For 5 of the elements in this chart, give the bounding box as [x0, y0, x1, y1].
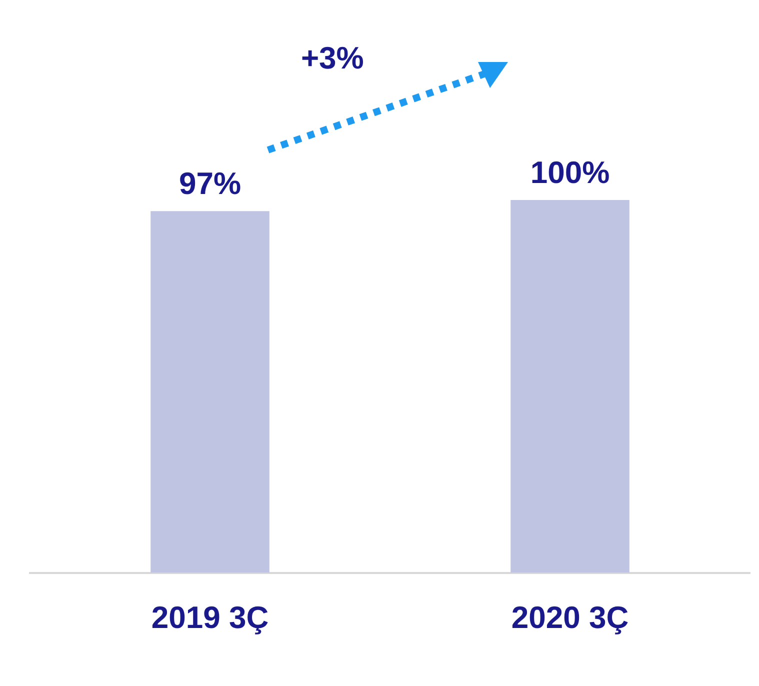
x-tick-label: 2019 3Ç	[151, 600, 269, 635]
data-label: 97%	[178, 166, 242, 202]
x-tick-label: 2020 3Ç	[511, 600, 629, 635]
text: +3%	[300, 40, 364, 76]
data-label: 100%	[530, 155, 610, 190]
